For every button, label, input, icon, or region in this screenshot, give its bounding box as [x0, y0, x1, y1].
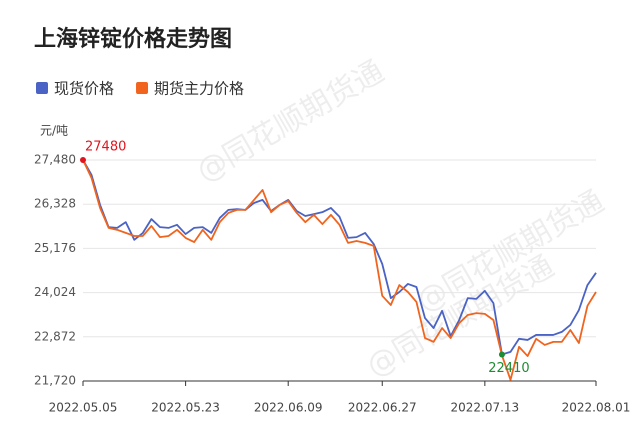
x-tick-label: 2022.07.13 — [450, 401, 519, 415]
legend-swatch — [136, 82, 149, 94]
x-tick-label: 2022.06.27 — [348, 401, 417, 415]
y-tick-label: 26,328 — [34, 197, 76, 211]
extreme-label: 27480 — [85, 140, 126, 155]
extreme-marker — [498, 351, 505, 358]
x-tick-label: 2022.05.23 — [151, 401, 220, 415]
legend-label: 现货价格 — [54, 80, 114, 98]
y-tick-label: 25,176 — [34, 241, 76, 255]
y-tick-label: 22,872 — [34, 329, 76, 343]
y-tick-label: 27,480 — [34, 153, 76, 167]
legend-label: 期货主力价格 — [154, 80, 244, 98]
x-tick-label: 2022.08.01 — [562, 401, 631, 415]
x-tick-label: 2022.05.05 — [49, 401, 118, 415]
series-line — [82, 159, 597, 356]
chart-title: 上海锌锭价格走势图 — [34, 26, 232, 52]
x-tick-label: 2022.06.09 — [254, 401, 323, 415]
watermark: @同花顺期货通 — [191, 54, 390, 189]
series-line — [82, 159, 597, 381]
y-tick-label: 21,720 — [34, 374, 76, 388]
legend-swatch — [36, 82, 48, 94]
y-unit: 元/吨 — [40, 124, 68, 138]
y-tick-label: 24,024 — [34, 285, 76, 299]
extreme-marker — [80, 157, 86, 163]
extreme-label: 22410 — [488, 361, 529, 376]
